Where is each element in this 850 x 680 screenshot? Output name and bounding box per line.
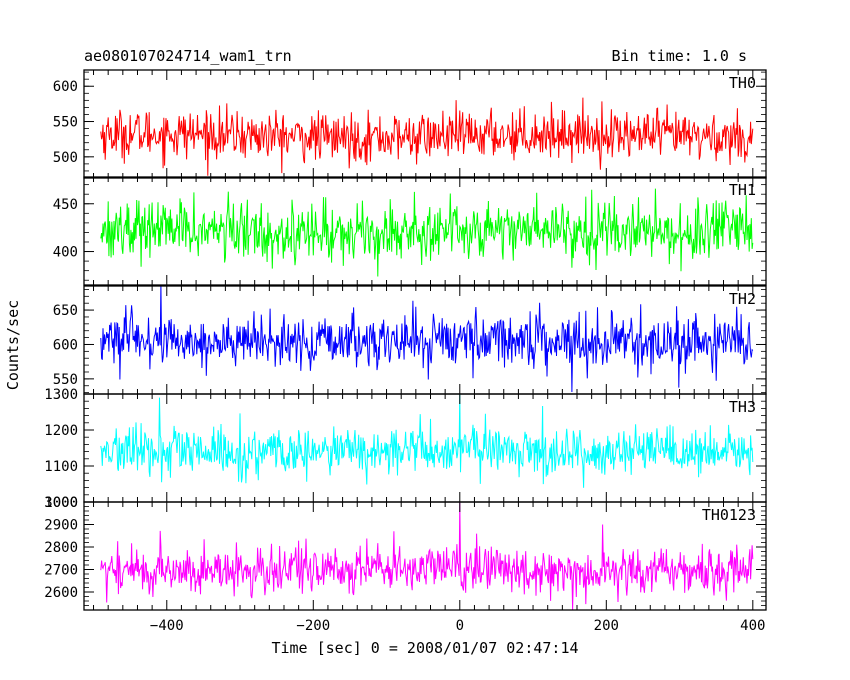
y-tick-label: 450 <box>53 197 78 213</box>
chart-title: ae080107024714_wam1_trn <box>84 47 292 65</box>
series-line-th2 <box>100 286 754 393</box>
panel-frame <box>83 176 767 286</box>
series-line-th1 <box>100 188 754 277</box>
y-tick-label: 400 <box>53 245 78 261</box>
y-axis-label: Counts/sec <box>4 300 22 390</box>
y-tick-label: 1200 <box>44 423 78 439</box>
y-tick-label: 650 <box>53 303 78 319</box>
panel-th0: 500 550 600 TH0 <box>53 69 767 179</box>
x-tick-label: −200 <box>296 618 330 634</box>
x-tick-label: 0 <box>456 618 464 634</box>
panels-group: 500 550 600 TH0 400 450 TH1 550 600 650 TH2 1000 110… <box>44 69 767 611</box>
series-name-label: TH0 <box>729 74 756 92</box>
series-line-th3 <box>100 394 754 488</box>
y-tick-label: 1000 <box>44 495 78 511</box>
panel-frame <box>83 69 767 179</box>
series-name-label: TH2 <box>729 290 756 308</box>
y-tick-label: 3000 <box>44 495 78 511</box>
y-tick-label: 500 <box>53 150 78 166</box>
chart-subtitle: Bin time: 1.0 s <box>612 47 747 65</box>
series-name-label: TH3 <box>729 398 756 416</box>
panel-th0123: 2600 2700 2800 2900 3000 TH0123 <box>44 495 767 611</box>
y-tick-label: 2900 <box>44 518 78 534</box>
y-tick-label: 550 <box>53 115 78 131</box>
x-tick-labels: −400 −200 0 200 400 <box>150 618 766 634</box>
y-tick-label: 1300 <box>44 387 78 403</box>
y-tick-label: 2600 <box>44 585 78 601</box>
y-tick-label: 1100 <box>44 459 78 475</box>
x-tick-label: 400 <box>740 618 765 634</box>
panel-th2: 550 600 650 TH2 <box>53 285 767 395</box>
series-line-th0123 <box>100 502 754 610</box>
y-tick-label: 550 <box>53 372 78 388</box>
y-tick-label: 600 <box>53 79 78 95</box>
y-tick-label: 2700 <box>44 563 78 579</box>
x-tick-label: −400 <box>150 618 184 634</box>
series-name-label: TH1 <box>729 181 756 199</box>
y-tick-label: 2800 <box>44 540 78 556</box>
y-tick-label: 600 <box>53 337 78 353</box>
series-line-th0 <box>100 97 754 176</box>
panel-th1: 400 450 TH1 <box>53 176 767 286</box>
x-axis-label: Time [sec] 0 = 2008/01/07 02:47:14 <box>271 639 578 657</box>
x-tick-label: 200 <box>594 618 619 634</box>
panel-th3: 1000 1100 1200 1300 TH3 <box>44 387 767 511</box>
series-name-label: TH0123 <box>702 506 756 524</box>
